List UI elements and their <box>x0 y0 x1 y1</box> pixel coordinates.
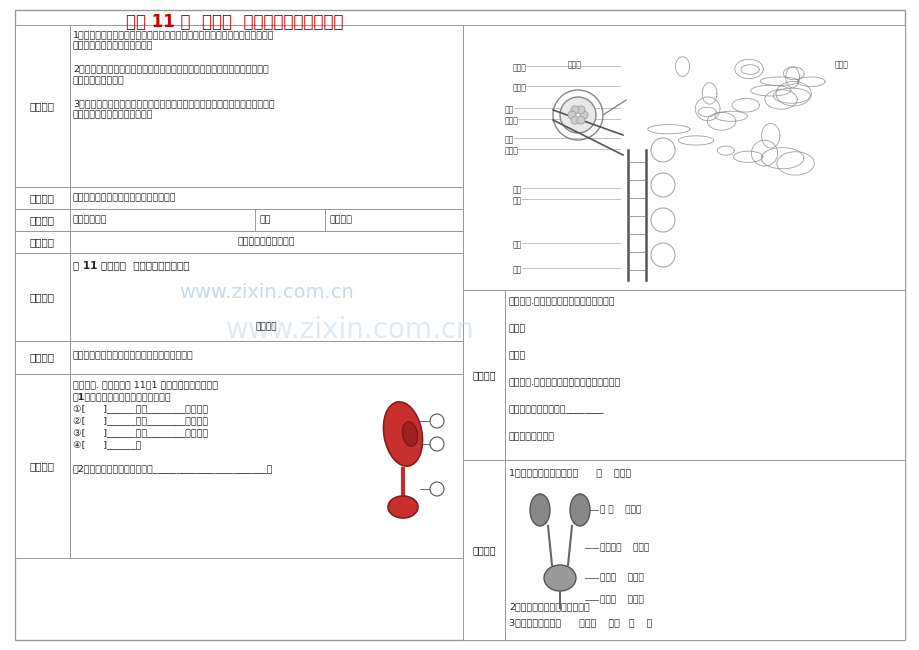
Circle shape <box>571 106 578 114</box>
Text: 毛细: 毛细 <box>513 185 522 194</box>
Bar <box>70 341 462 374</box>
Text: 结构：: 结构： <box>508 351 526 360</box>
Text: （一）、. 学生观察图 11－1 写出泌尿系统的组成。: （一）、. 学生观察图 11－1 写出泌尿系统的组成。 <box>73 380 218 389</box>
Ellipse shape <box>529 494 550 526</box>
Text: 小动脉: 小动脉 <box>505 146 518 155</box>
Text: www.zixin.com.cn: www.zixin.com.cn <box>179 283 354 302</box>
Bar <box>15 341 70 374</box>
Text: 小动脉: 小动脉 <box>505 116 518 125</box>
Text: 第 11 章第一节  人体泌尿系统的组成: 第 11 章第一节 人体泌尿系统的组成 <box>73 260 189 270</box>
Bar <box>15 187 70 209</box>
Bar <box>15 25 70 187</box>
Text: 肾单位的模式图：: 肾单位的模式图： <box>508 432 554 441</box>
Text: 激趣导入: 激趣导入 <box>30 352 55 363</box>
Text: ①[      ]______，是________的器官。: ①[ ]______，是________的器官。 <box>73 404 208 413</box>
Circle shape <box>571 116 578 124</box>
Text: 每节一讲: 每节一讲 <box>255 322 277 331</box>
Bar <box>462 290 505 460</box>
Circle shape <box>429 414 444 428</box>
Circle shape <box>560 97 596 133</box>
Bar <box>462 25 904 290</box>
Bar <box>70 209 462 231</box>
Text: 膀胱（    尿液）: 膀胱（ 尿液） <box>599 573 643 582</box>
Text: 培养学生实事求是的科学态度。: 培养学生实事求是的科学态度。 <box>73 111 153 120</box>
Circle shape <box>579 111 587 119</box>
Text: 2、通过观察、解剖肾脏的分组实验，培养学生的观察能力，实验能力及分析: 2、通过观察、解剖肾脏的分组实验，培养学生的观察能力，实验能力及分析 <box>73 64 268 73</box>
Text: 展示汇报: 展示汇报 <box>471 370 495 380</box>
Text: 1、泌尿系统的主要功能是      和    尿液。: 1、泌尿系统的主要功能是 和 尿液。 <box>508 468 630 477</box>
Bar <box>505 290 904 460</box>
Ellipse shape <box>570 494 589 526</box>
Text: 教学难点: 教学难点 <box>30 215 55 225</box>
Text: ③[      ]______，是________的器官。: ③[ ]______，是________的器官。 <box>73 428 208 437</box>
Bar <box>505 460 904 640</box>
Text: （2）泌尿系统的主要功能是：________________________。: （2）泌尿系统的主要功能是：________________________。 <box>73 464 273 473</box>
Bar <box>70 374 462 558</box>
Ellipse shape <box>388 496 417 518</box>
Circle shape <box>567 111 575 119</box>
Text: 教学流程: 教学流程 <box>30 237 55 247</box>
Text: 尿的形成与排出需要人体内的哪个系统来完成？: 尿的形成与排出需要人体内的哪个系统来完成？ <box>73 351 194 360</box>
Text: 实验用具: 实验用具 <box>330 216 353 224</box>
Text: 构成肾脏的基本单位是________: 构成肾脏的基本单位是________ <box>508 405 604 414</box>
Text: 探究新知: 探究新知 <box>30 461 55 471</box>
Text: 课前展示: 课前展示 <box>30 292 55 302</box>
Text: 位置：: 位置： <box>508 324 526 333</box>
Text: 尿道（    尿液）: 尿道（ 尿液） <box>599 595 643 604</box>
Bar <box>15 374 70 558</box>
Circle shape <box>576 116 584 124</box>
Text: 肾小囊: 肾小囊 <box>513 63 527 72</box>
Bar <box>70 231 462 253</box>
Text: 肾 （    尿液）: 肾 （ 尿液） <box>599 506 641 515</box>
Text: 教学目标: 教学目标 <box>30 101 55 111</box>
Circle shape <box>429 437 444 451</box>
Text: 静脉: 静脉 <box>513 265 522 274</box>
Ellipse shape <box>543 565 575 591</box>
Text: www.zixin.com.cn: www.zixin.com.cn <box>225 316 474 344</box>
Text: 肾小管: 肾小管 <box>834 60 848 69</box>
Text: 血管: 血管 <box>513 196 522 205</box>
Text: 和解决问题的能力。: 和解决问题的能力。 <box>73 76 125 85</box>
Text: 教学重点: 教学重点 <box>30 193 55 203</box>
Text: 出球: 出球 <box>505 135 514 144</box>
Text: 动脉: 动脉 <box>513 240 522 249</box>
Text: （二）、.关于肾脏的外形和结构的学习：: （二）、.关于肾脏的外形和结构的学习： <box>508 297 615 306</box>
Circle shape <box>576 106 584 114</box>
Text: 3、通过对泌尿系统结构的学习，使学生树立结构与功能相适应的生物学观点，: 3、通过对泌尿系统结构的学习，使学生树立结构与功能相适应的生物学观点， <box>73 99 275 108</box>
Bar <box>70 253 462 341</box>
Text: 教具: 教具 <box>260 216 271 224</box>
Text: 教学内容以及师生活动: 教学内容以及师生活动 <box>237 237 295 246</box>
Text: 1、说出泌尿系统的组成包括肾、输尿管、膀胱和尿道，说出泌尿系统的功能。: 1、说出泌尿系统的组成包括肾、输尿管、膀胱和尿道，说出泌尿系统的功能。 <box>73 30 274 39</box>
Text: 肾单位的结构: 肾单位的结构 <box>73 216 108 224</box>
Bar <box>15 209 70 231</box>
Text: （三）、.关于对肾脏内部微观结构的学习：: （三）、.关于对肾脏内部微观结构的学习： <box>508 378 620 387</box>
Text: 实践创新: 实践创新 <box>471 545 495 555</box>
Text: 肾小球: 肾小球 <box>513 83 527 92</box>
Text: 入球: 入球 <box>505 105 514 114</box>
Text: 《第 11 章  第一节  人体泌尿系统的组成》: 《第 11 章 第一节 人体泌尿系统的组成》 <box>126 13 344 31</box>
Text: 3、肾的基本单位是      ，包括    。、   和    。: 3、肾的基本单位是 ，包括 。、 和 。 <box>508 618 652 627</box>
Text: 输尿管（    尿液）: 输尿管（ 尿液） <box>599 543 649 552</box>
Text: 肾小囊: 肾小囊 <box>567 60 581 69</box>
Bar <box>462 460 505 640</box>
Ellipse shape <box>383 402 422 466</box>
Text: ④[      ]______。: ④[ ]______。 <box>73 440 142 449</box>
Text: 描述肾的结构及肾单位的组成。: 描述肾的结构及肾单位的组成。 <box>73 42 153 51</box>
Ellipse shape <box>402 422 417 447</box>
Text: ②[      ]______，是________的器官。: ②[ ]______，是________的器官。 <box>73 416 208 425</box>
Bar <box>15 253 70 341</box>
Bar <box>70 25 462 187</box>
Text: 2、肾是泌尿系统的主要器官。: 2、肾是泌尿系统的主要器官。 <box>508 602 589 611</box>
Bar <box>15 231 70 253</box>
Text: 泌尿系统各部分的功能以及肾的结构特点: 泌尿系统各部分的功能以及肾的结构特点 <box>73 194 176 203</box>
Circle shape <box>429 482 444 496</box>
Bar <box>70 187 462 209</box>
Text: （1）标出横线所指结构名称及其功能: （1）标出横线所指结构名称及其功能 <box>73 392 172 401</box>
